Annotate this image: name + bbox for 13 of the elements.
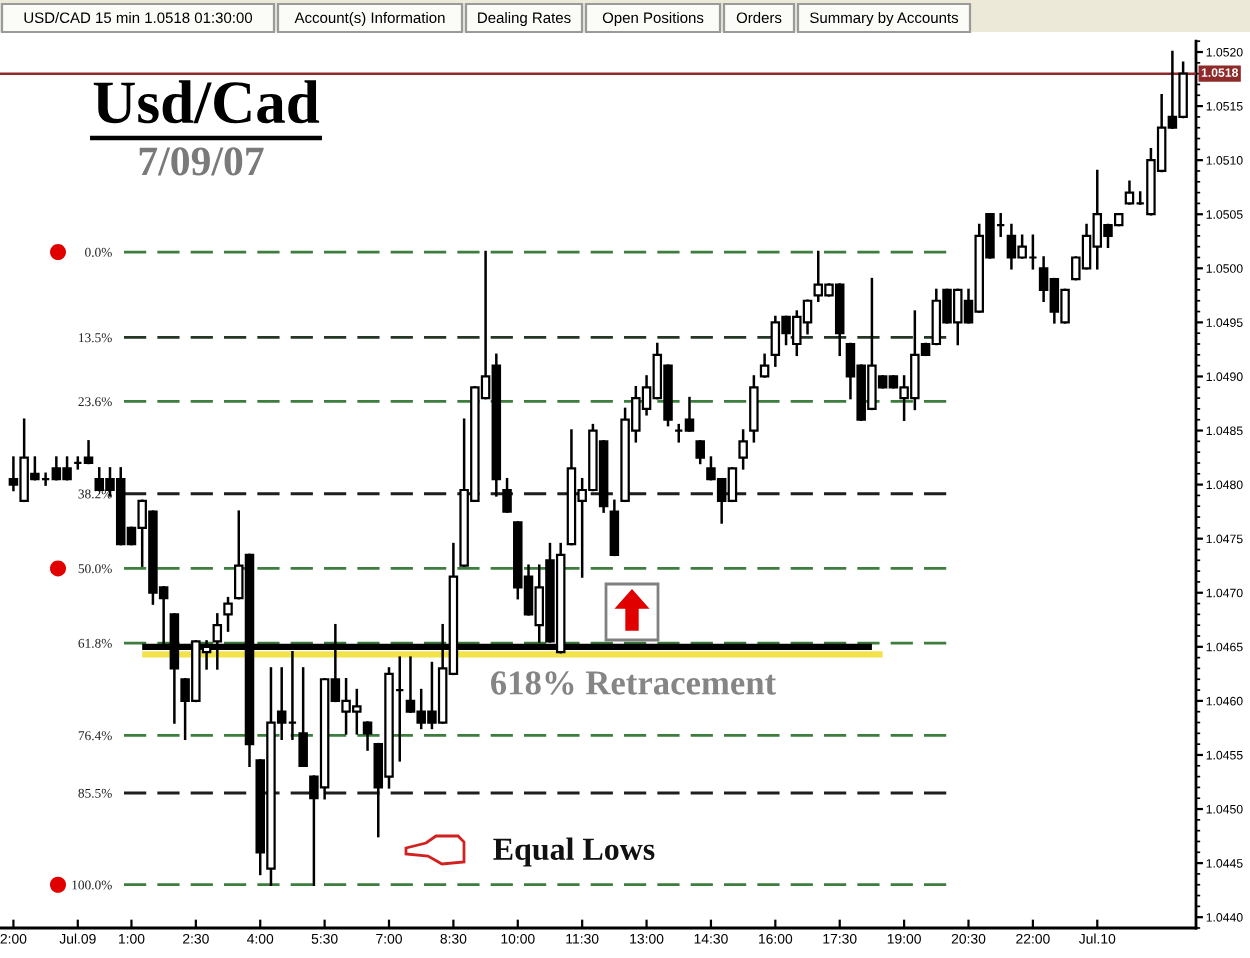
candlestick <box>759 353 770 378</box>
candlestick <box>738 429 748 470</box>
candlestick <box>502 477 512 513</box>
candlestick <box>609 499 620 557</box>
candlestick <box>749 375 759 443</box>
candlestick <box>298 667 308 768</box>
annotation: Equal Lows <box>493 837 655 867</box>
text: 7/09/07 <box>139 147 264 176</box>
candlestick <box>695 440 705 465</box>
chart-title: Usd/Cad <box>93 80 320 124</box>
candlestick <box>362 721 373 751</box>
candlestick <box>223 596 233 632</box>
annotation: 618% Retracement <box>491 671 777 695</box>
